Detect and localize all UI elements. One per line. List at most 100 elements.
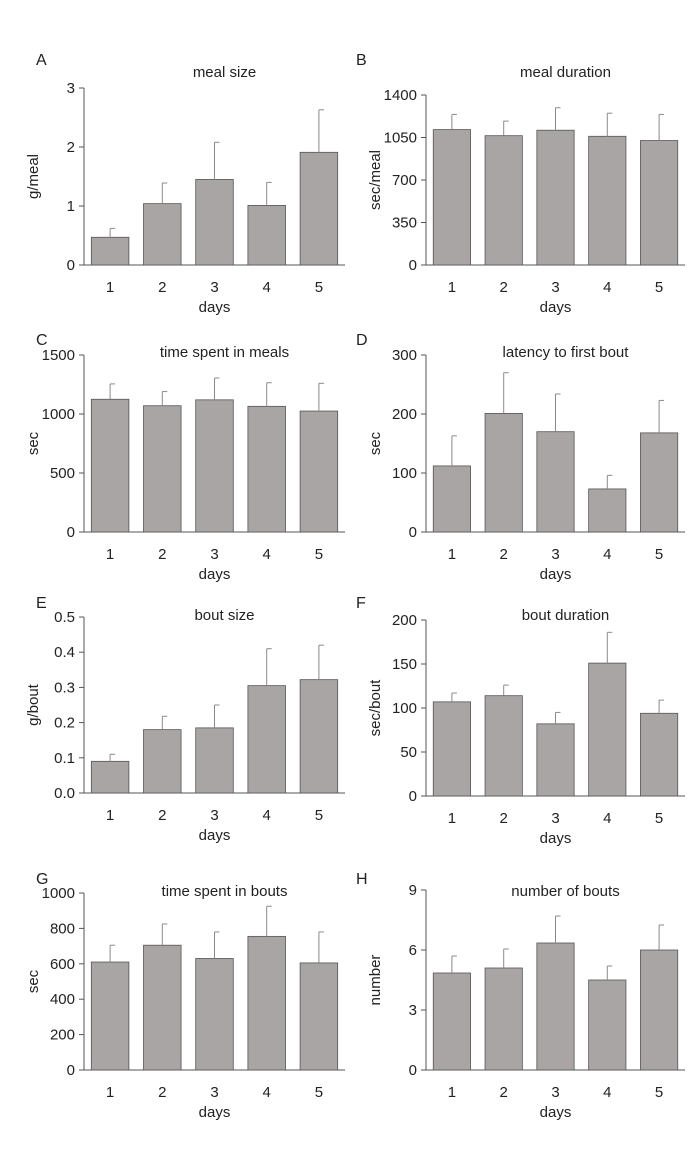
bar-day-4 (247, 685, 286, 794)
bar-day-5 (640, 712, 679, 797)
panel-letter: B (356, 52, 367, 69)
bar-day-2 (143, 944, 182, 1071)
bar-day-1 (90, 398, 130, 533)
y-axis-label: sec (25, 431, 42, 455)
y-tick-label: 0.3 (54, 679, 75, 696)
panel-letter: G (36, 871, 48, 888)
x-tick-label: 2 (158, 279, 166, 296)
chart-title: number of bouts (511, 883, 619, 900)
bar-day-3 (195, 399, 234, 533)
bar-day-2 (484, 967, 523, 1071)
bar-day-5 (640, 949, 679, 1071)
x-tick-label: 2 (500, 279, 508, 296)
y-tick-label: 1400 (384, 87, 417, 104)
y-tick-label: 700 (392, 172, 417, 189)
x-tick-label: 4 (263, 279, 271, 296)
bar-day-2 (484, 695, 523, 797)
bar-day-1 (90, 961, 130, 1071)
bar-day-3 (536, 723, 575, 797)
bar-day-5 (640, 140, 679, 266)
y-tick-label: 100 (392, 465, 417, 482)
x-tick-label: 3 (210, 807, 218, 824)
y-tick-label: 0 (409, 257, 417, 274)
x-tick-label: 1 (106, 807, 114, 824)
x-tick-label: 4 (603, 546, 611, 563)
bar-day-2 (484, 413, 523, 533)
bar-day-3 (536, 942, 575, 1071)
y-tick-label: 150 (392, 656, 417, 673)
y-tick-label: 0 (67, 524, 75, 541)
chart-title: time spent in meals (160, 344, 289, 361)
bar-day-3 (536, 431, 575, 533)
panel-letter: H (356, 871, 368, 888)
x-tick-label: 5 (655, 810, 663, 827)
y-tick-label: 1000 (42, 885, 75, 902)
panel-letter: E (36, 595, 47, 612)
x-tick-label: 4 (263, 546, 271, 563)
x-tick-label: 1 (448, 810, 456, 827)
x-tick-label: 3 (551, 1084, 559, 1101)
bar-day-3 (536, 129, 575, 266)
y-tick-label: 1000 (42, 406, 75, 423)
bar-day-4 (247, 935, 286, 1071)
y-tick-label: 400 (50, 991, 75, 1008)
bar-day-4 (247, 205, 286, 266)
y-tick-label: 0.4 (54, 644, 75, 661)
bar-day-2 (143, 203, 182, 266)
y-axis-label: g/bout (25, 683, 42, 726)
chart-title: latency to first bout (503, 344, 630, 361)
x-tick-label: 1 (448, 546, 456, 563)
y-tick-label: 200 (392, 612, 417, 629)
bar-day-4 (588, 662, 627, 797)
chart-title: time spent in bouts (162, 883, 288, 900)
y-tick-label: 500 (50, 465, 75, 482)
y-tick-label: 1 (67, 198, 75, 215)
y-tick-label: 0.5 (54, 609, 75, 626)
panel-letter: D (356, 332, 368, 349)
y-tick-label: 0.2 (54, 715, 75, 732)
bar-day-5 (299, 962, 339, 1071)
x-tick-label: 3 (551, 546, 559, 563)
bar-day-4 (588, 135, 627, 266)
y-tick-label: 1500 (42, 347, 75, 364)
bar-day-4 (588, 979, 627, 1071)
chart-title: meal duration (520, 64, 611, 81)
x-tick-label: 4 (603, 810, 611, 827)
bar-day-1 (432, 129, 471, 266)
x-tick-label: 1 (106, 1084, 114, 1101)
x-tick-label: 3 (210, 279, 218, 296)
chart-title: bout size (194, 607, 254, 624)
x-tick-label: 5 (315, 546, 323, 563)
chart-title: bout duration (522, 607, 610, 624)
x-tick-label: 2 (500, 810, 508, 827)
x-axis-label: days (199, 566, 231, 583)
y-tick-label: 300 (392, 347, 417, 364)
bar-day-3 (195, 727, 234, 794)
y-tick-label: 100 (392, 700, 417, 717)
panel-letter: C (36, 332, 48, 349)
bar-day-1 (432, 465, 471, 533)
x-tick-label: 3 (551, 279, 559, 296)
bar-day-3 (195, 958, 234, 1071)
x-tick-label: 5 (655, 1084, 663, 1101)
y-axis-label: sec (25, 969, 42, 993)
y-tick-label: 200 (392, 406, 417, 423)
y-tick-label: 50 (400, 744, 417, 761)
panel-letter: F (356, 595, 366, 612)
bar-day-5 (299, 679, 339, 794)
x-tick-label: 5 (315, 807, 323, 824)
x-tick-label: 5 (655, 546, 663, 563)
y-axis-label: g/meal (25, 154, 42, 199)
bar-day-1 (432, 972, 471, 1071)
x-axis-label: days (540, 299, 572, 316)
x-tick-label: 4 (263, 1084, 271, 1101)
x-axis-label: days (199, 1104, 231, 1121)
